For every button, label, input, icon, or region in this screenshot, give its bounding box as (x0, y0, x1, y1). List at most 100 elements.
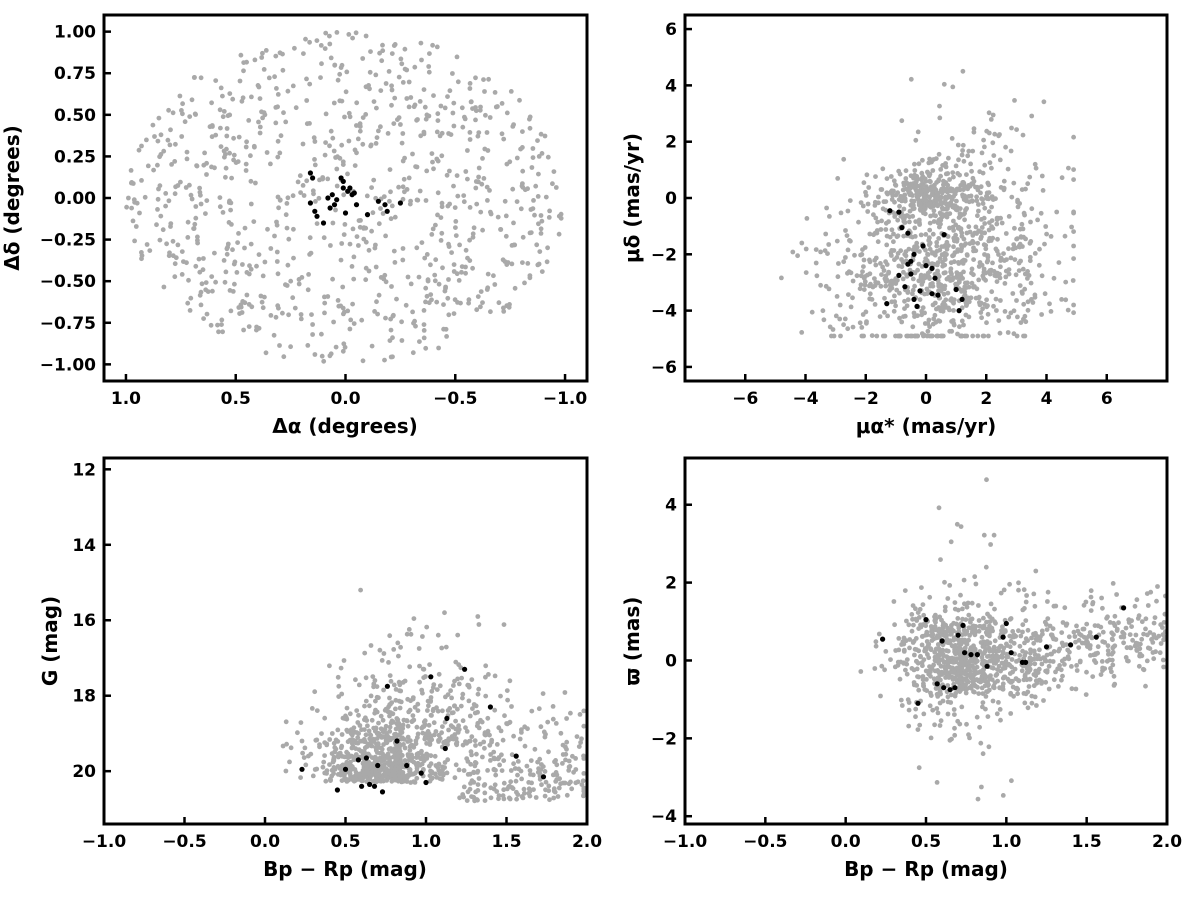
plx-field-star-point (992, 638, 998, 644)
pm-field-star-point (880, 166, 886, 172)
cmd-field-star-point (553, 721, 559, 726)
sky-member-star-point (342, 210, 349, 216)
cmd-field-star-point (337, 750, 343, 756)
sky-field-star-point (332, 62, 338, 68)
pm-y-tick-label: −4 (651, 302, 677, 322)
cmd-field-star-point (377, 768, 383, 773)
cmd-field-star-point (429, 737, 435, 743)
cmd-field-star-point (494, 789, 500, 794)
sky-field-star-point (227, 91, 233, 96)
pm-field-star-point (976, 208, 981, 214)
plx-field-star-point (1081, 602, 1087, 608)
sky-field-star-point (170, 110, 176, 116)
sky-field-star-point (487, 115, 493, 120)
sky-field-star-point (423, 345, 429, 351)
pm-field-star-point (1022, 271, 1028, 277)
plx-field-star-point (1000, 686, 1005, 692)
cmd-field-star-point (508, 779, 514, 785)
plx-field-star-point (999, 653, 1005, 659)
pm-field-star-point (945, 182, 951, 188)
sky-field-star-point (333, 155, 338, 160)
pm-field-star-point (998, 215, 1003, 221)
plx-field-star-point (921, 657, 927, 663)
pm-field-star-point (952, 205, 958, 210)
sky-field-star-point (527, 273, 533, 278)
pm-field-star-point (882, 309, 887, 315)
cmd-field-star-point (492, 673, 498, 679)
cmd-field-star-point (374, 709, 380, 715)
pm-field-star-point (901, 269, 906, 275)
plx-field-star-point (891, 599, 897, 604)
sky-field-star-point (474, 307, 480, 313)
sky-field-star-point (439, 153, 445, 159)
cmd-field-star-point (430, 685, 436, 690)
sky-field-star-point (428, 262, 433, 268)
pm-field-star-point (941, 182, 946, 188)
cmd-field-star-point (387, 713, 392, 719)
cmd-field-star-point (374, 736, 380, 741)
plx-field-star-point (987, 648, 993, 654)
pm-field-star-point (891, 178, 897, 184)
cmd-field-star-point (363, 675, 369, 681)
cmd-field-star-point (581, 753, 586, 759)
plx-field-star-point (986, 744, 992, 750)
pm-field-star-point (932, 312, 938, 318)
sky-field-star-point (445, 94, 450, 99)
cmd-field-star-point (387, 695, 392, 701)
sky-field-star-point (473, 185, 479, 191)
plx-field-star-point (983, 641, 989, 646)
plx-field-star-point (907, 645, 912, 651)
pm-field-star-point (979, 150, 985, 156)
plx-field-star-point (1048, 651, 1053, 657)
cmd-field-star-point (564, 792, 570, 798)
sky-field-star-point (354, 123, 359, 128)
pm-field-star-point (1006, 271, 1012, 277)
pm-field-star-point (889, 282, 894, 288)
cmd-field-star-point (345, 739, 351, 745)
cmd-field-star-point (573, 756, 578, 761)
plx-field-star-point (937, 671, 943, 677)
sky-field-star-point (223, 174, 228, 180)
pm-field-star-point (920, 157, 925, 163)
plx-field-star-point (1123, 655, 1129, 660)
pm-field-star-point (803, 270, 809, 275)
cmd-field-star-point (396, 653, 401, 659)
sky-field-star-point (290, 295, 296, 301)
cmd-field-star-point (400, 722, 406, 728)
sky-field-star-point (129, 180, 134, 186)
sky-field-star-point (467, 86, 473, 91)
pm-field-star-point (1042, 241, 1047, 247)
sky-member-star-point (347, 185, 353, 191)
plx-x-tick-label: 2.0 (1152, 832, 1182, 852)
plx-field-star-point (1057, 646, 1062, 652)
cmd-field-star-point (524, 763, 530, 769)
cmd-field-star-point (442, 610, 447, 616)
sky-field-star-point (429, 232, 435, 237)
pm-field-star-point (988, 117, 994, 122)
pm-field-star-point (925, 187, 931, 193)
sky-field-star-point (311, 135, 317, 141)
plx-field-star-point (994, 711, 1000, 717)
cmd-field-star-point (502, 713, 507, 719)
sky-field-star-point (248, 241, 254, 247)
cmd-field-star-point (381, 687, 386, 693)
sky-field-star-point (288, 278, 294, 284)
cmd-field-star-point (460, 742, 466, 748)
sky-field-star-point (503, 213, 509, 219)
pm-field-star-point (866, 185, 872, 190)
sky-field-star-point (483, 112, 488, 118)
cmd-field-star-point (376, 745, 382, 750)
sky-field-star-point (382, 272, 388, 278)
cmd-field-star-point (426, 722, 432, 728)
plx-field-star-point (1152, 615, 1158, 620)
sky-field-star-point (438, 215, 444, 221)
sky-field-star-point (145, 163, 151, 169)
cmd-field-star-point (399, 730, 405, 735)
plx-y-axis-label: ϖ (mas) (620, 597, 644, 686)
cmd-field-star-point (319, 731, 324, 736)
sky-field-star-point (327, 143, 332, 149)
plx-field-star-point (998, 590, 1004, 596)
sky-field-star-point (398, 56, 404, 62)
sky-field-star-point (185, 235, 191, 240)
plx-field-star-point (1141, 631, 1146, 637)
